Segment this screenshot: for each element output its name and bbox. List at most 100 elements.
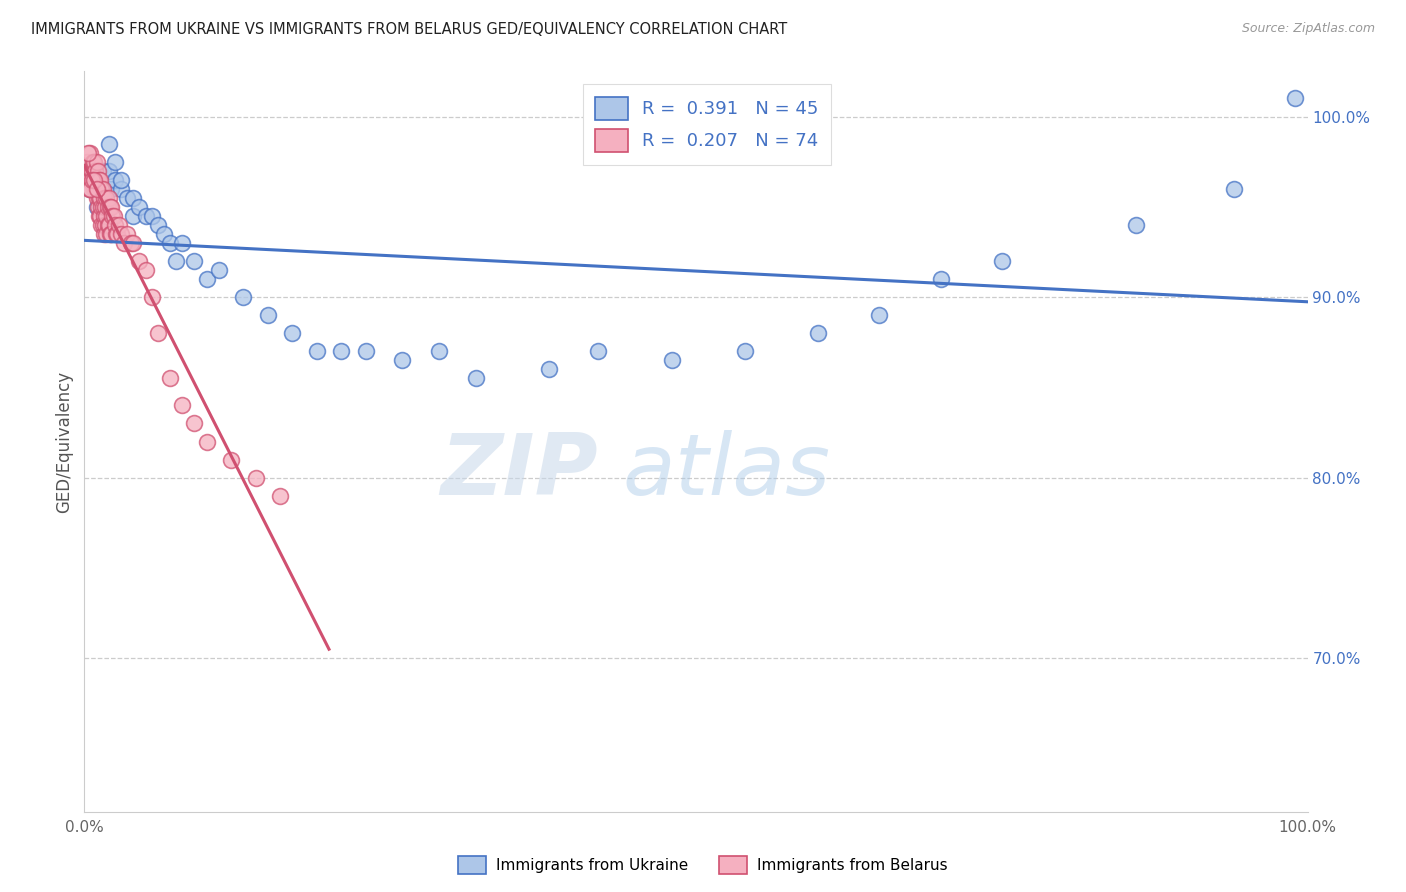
Point <box>87 172 110 186</box>
Point <box>104 154 127 169</box>
Point <box>79 182 101 196</box>
Point <box>93 209 115 223</box>
Point <box>869 308 891 322</box>
Point <box>97 191 120 205</box>
Point <box>89 209 111 223</box>
Point <box>141 290 163 304</box>
Point <box>165 254 187 268</box>
Point <box>112 235 135 250</box>
Point <box>94 200 117 214</box>
Point <box>807 326 830 341</box>
Point <box>110 172 132 186</box>
Point <box>110 227 132 241</box>
Point <box>87 191 110 205</box>
Point <box>97 136 120 151</box>
Point <box>146 218 169 232</box>
Point <box>105 227 128 241</box>
Point <box>661 353 683 368</box>
Legend: R =  0.391   N = 45, R =  0.207   N = 74: R = 0.391 N = 45, R = 0.207 N = 74 <box>582 84 831 165</box>
Point <box>122 209 145 223</box>
Point <box>427 344 450 359</box>
Point <box>305 344 328 359</box>
Point <box>96 191 118 205</box>
Point <box>82 154 104 169</box>
Point <box>77 182 100 196</box>
Point <box>122 235 145 250</box>
Point <box>208 263 231 277</box>
Point <box>79 182 101 196</box>
Point <box>354 344 377 359</box>
Point <box>86 182 108 196</box>
Point <box>86 154 108 169</box>
Point <box>281 326 304 341</box>
Point <box>86 191 108 205</box>
Point <box>141 209 163 223</box>
Text: IMMIGRANTS FROM UKRAINE VS IMMIGRANTS FROM BELARUS GED/EQUIVALENCY CORRELATION C: IMMIGRANTS FROM UKRAINE VS IMMIGRANTS FR… <box>31 22 787 37</box>
Point <box>90 182 112 196</box>
Point <box>135 263 157 277</box>
Point <box>87 182 110 196</box>
Point <box>97 218 120 232</box>
Point <box>76 154 98 169</box>
Point <box>77 163 100 178</box>
Text: ZIP: ZIP <box>440 430 598 513</box>
Point <box>91 182 114 196</box>
Point <box>83 172 105 186</box>
Point <box>97 218 120 232</box>
Point <box>219 452 242 467</box>
Point <box>80 172 103 186</box>
Point <box>91 200 114 214</box>
Point <box>98 227 121 241</box>
Point <box>96 209 118 223</box>
Point <box>100 200 122 214</box>
Point <box>93 227 115 241</box>
Point <box>128 200 150 214</box>
Point <box>195 434 218 449</box>
Point <box>93 191 115 205</box>
Point <box>103 209 125 223</box>
Point <box>89 172 111 186</box>
Point <box>104 172 127 186</box>
Point <box>91 218 114 232</box>
Point <box>269 489 291 503</box>
Point <box>91 182 114 196</box>
Point <box>734 344 756 359</box>
Point <box>90 200 112 214</box>
Point <box>79 145 101 160</box>
Point <box>110 182 132 196</box>
Point <box>159 235 181 250</box>
Point <box>257 308 280 322</box>
Point <box>77 172 100 186</box>
Point <box>86 172 108 186</box>
Point <box>82 172 104 186</box>
Point <box>538 362 561 376</box>
Point <box>159 371 181 385</box>
Point <box>107 218 129 232</box>
Point <box>97 163 120 178</box>
Point <box>84 182 107 196</box>
Point <box>97 200 120 214</box>
Point <box>90 218 112 232</box>
Point <box>115 191 138 205</box>
Point <box>929 272 952 286</box>
Point <box>87 163 110 178</box>
Point <box>84 163 107 178</box>
Point <box>183 417 205 431</box>
Point <box>1223 182 1246 196</box>
Point <box>172 399 194 413</box>
Point <box>122 191 145 205</box>
Point <box>172 235 194 250</box>
Point <box>87 200 110 214</box>
Point <box>86 200 108 214</box>
Point <box>79 172 101 186</box>
Point <box>80 163 103 178</box>
Point <box>991 254 1014 268</box>
Text: atlas: atlas <box>623 430 831 513</box>
Point <box>100 182 122 196</box>
Point <box>104 218 127 232</box>
Point <box>391 353 413 368</box>
Text: Source: ZipAtlas.com: Source: ZipAtlas.com <box>1241 22 1375 36</box>
Point <box>101 209 124 223</box>
Point <box>96 227 118 241</box>
Point <box>183 254 205 268</box>
